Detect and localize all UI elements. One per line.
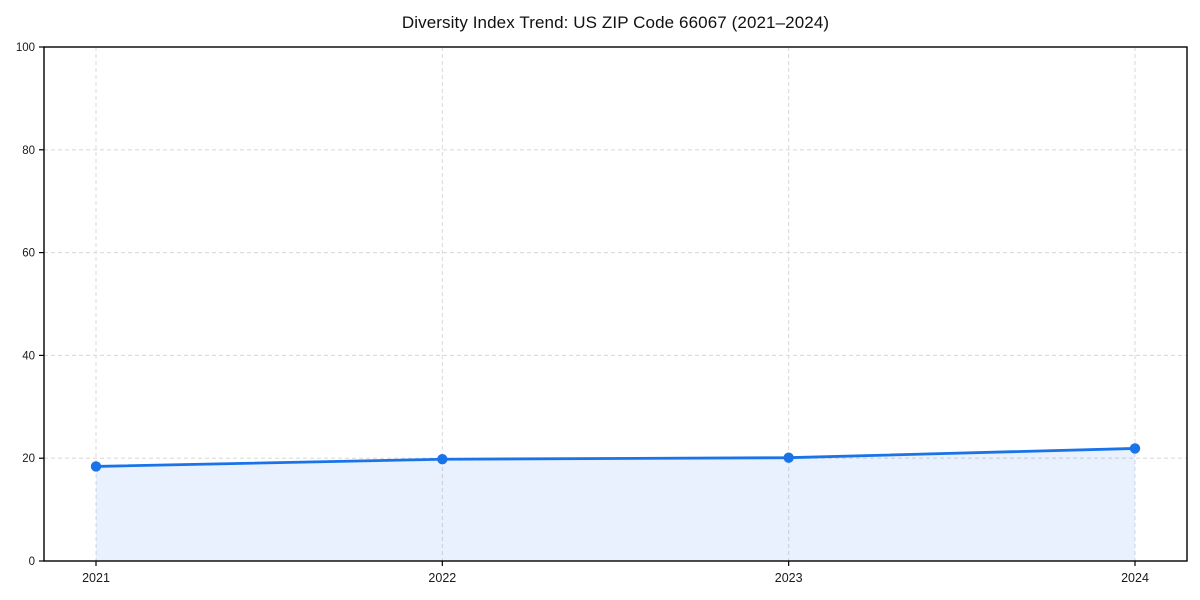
- data-point: [1129, 443, 1141, 454]
- y-tick-label: 0: [29, 556, 35, 568]
- y-tick-label: 40: [22, 350, 35, 362]
- x-tick-label: 2022: [428, 571, 456, 585]
- area-fill: [96, 448, 1135, 561]
- data-point: [437, 454, 448, 465]
- axes-spines: [43, 46, 1188, 562]
- y-tick-label: 20: [22, 453, 35, 465]
- data-point: [783, 452, 794, 463]
- x-tick-label: 2023: [775, 571, 803, 585]
- x-tick-label: 2021: [82, 571, 110, 585]
- chart-title: Diversity Index Trend: US ZIP Code 66067…: [401, 13, 830, 32]
- y-tick-label: 60: [22, 248, 35, 260]
- x-tick-label: 2024: [1121, 571, 1149, 585]
- y-tick-label: 100: [16, 42, 35, 54]
- data-point: [90, 461, 102, 472]
- trend-line: [94, 447, 1137, 468]
- y-tick-label: 80: [22, 145, 35, 157]
